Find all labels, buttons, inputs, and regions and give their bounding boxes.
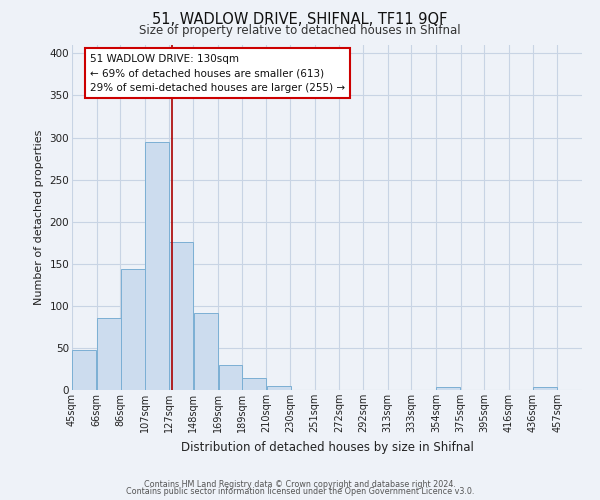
Bar [218,365,242,390]
Bar [194,314,218,390]
Bar [533,388,557,390]
Text: Contains HM Land Registry data © Crown copyright and database right 2024.: Contains HM Land Registry data © Crown c… [144,480,456,489]
Bar [267,386,290,390]
Y-axis label: Number of detached properties: Number of detached properties [34,130,44,305]
Bar [145,142,169,390]
Bar [73,350,96,390]
X-axis label: Distribution of detached houses by size in Shifnal: Distribution of detached houses by size … [181,440,473,454]
Text: 51 WADLOW DRIVE: 130sqm
← 69% of detached houses are smaller (613)
29% of semi-d: 51 WADLOW DRIVE: 130sqm ← 69% of detache… [90,54,345,93]
Bar [436,388,460,390]
Text: 51, WADLOW DRIVE, SHIFNAL, TF11 9QF: 51, WADLOW DRIVE, SHIFNAL, TF11 9QF [152,12,448,28]
Bar [121,269,145,390]
Text: Contains public sector information licensed under the Open Government Licence v3: Contains public sector information licen… [126,488,474,496]
Bar [169,242,193,390]
Bar [97,318,121,390]
Bar [242,378,266,390]
Text: Size of property relative to detached houses in Shifnal: Size of property relative to detached ho… [139,24,461,37]
